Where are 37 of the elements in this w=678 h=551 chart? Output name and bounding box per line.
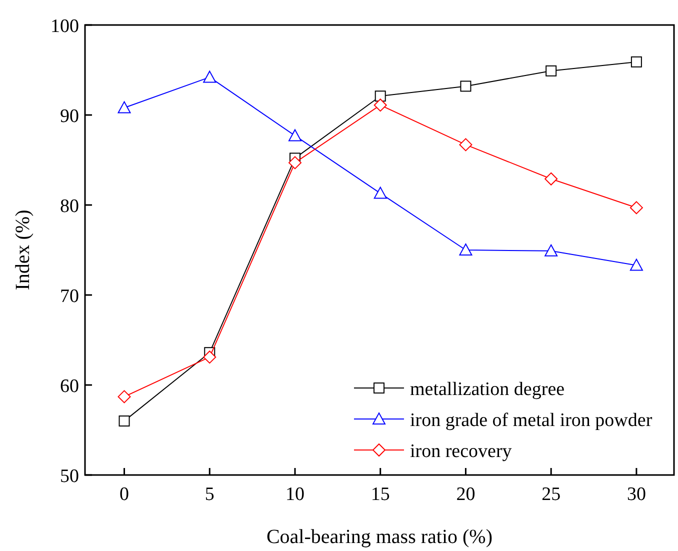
point [374,98,387,112]
point [459,138,472,152]
point [118,416,130,426]
x-tick-label: 25 [542,484,561,505]
point [544,244,558,256]
x-axis-title: Coal-bearing mass ratio (%) [266,526,493,548]
legend-label: iron grade of metal iron powder [410,410,653,431]
point [288,156,302,170]
point [546,65,557,76]
y-tick-label: 60 [60,376,79,397]
point [630,56,642,68]
point [203,70,216,83]
point [630,258,643,271]
x-tick-label: 15 [370,484,390,505]
y-tick-label: 70 [60,286,79,307]
legend-label: metallization degree [410,379,565,400]
x-tick-label: 20 [456,484,476,505]
y-axis-title: Index (%) [12,210,34,290]
point [118,101,131,114]
y-tick-label: 100 [50,16,79,37]
x-tick-label: 0 [120,484,130,505]
point [544,172,558,186]
x-tick-label: 30 [626,484,646,505]
y-tick-label: 50 [60,466,79,487]
point [374,186,387,199]
point [288,129,302,142]
point [630,201,643,214]
x-tick-label: 5 [204,484,214,505]
point [118,390,131,404]
y-tick-label: 90 [60,106,79,127]
x-tick-label: 10 [285,484,304,505]
point [459,244,472,256]
point [203,350,216,364]
y-tick-label: 80 [60,196,79,217]
legend-label: iron recovery [410,441,512,462]
point [374,90,386,102]
point [460,80,472,92]
